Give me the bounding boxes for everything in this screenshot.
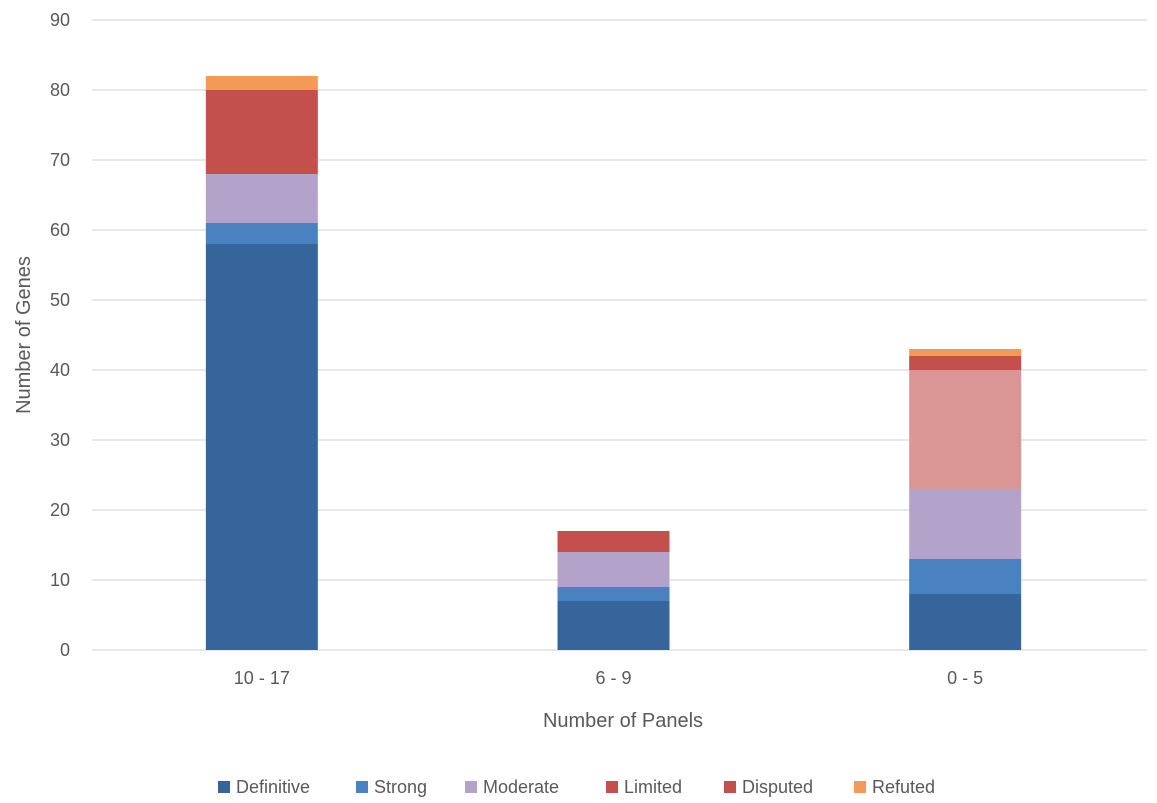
y-tick-label: 90 xyxy=(50,10,70,30)
legend-label: Moderate xyxy=(483,777,559,797)
bar-segment-limited xyxy=(205,90,318,174)
bar-segment-moderate xyxy=(557,552,670,587)
legend-label: Strong xyxy=(374,777,427,797)
bar-segment-strong xyxy=(205,223,318,244)
y-tick-label: 0 xyxy=(60,640,70,660)
bar-segment-limited xyxy=(557,531,670,552)
bar-segment-refuted xyxy=(205,76,318,90)
y-axis-label: Number of Genes xyxy=(13,256,35,414)
bar-segment-disputed xyxy=(909,370,1022,489)
y-tick-label: 30 xyxy=(50,430,70,450)
x-axis-label: Number of Panels xyxy=(543,710,703,732)
x-tick-label: 0 - 5 xyxy=(947,668,983,688)
y-axis-ticks: 0 10 20 30 40 50 60 70 80 90 xyxy=(50,10,70,660)
bar-segment-definitive xyxy=(557,601,670,650)
y-tick-label: 10 xyxy=(50,570,70,590)
legend: Definitive Strong Moderate Limited Disputed R… xyxy=(218,777,935,797)
y-tick-label: 50 xyxy=(50,290,70,310)
legend-swatch xyxy=(218,781,230,793)
bar-segment-moderate xyxy=(909,489,1022,559)
y-tick-label: 70 xyxy=(50,150,70,170)
x-axis-ticks: 10 - 17 6 - 9 0 - 5 xyxy=(234,668,983,688)
bar-segment-limited xyxy=(909,356,1022,370)
bar-segment-definitive xyxy=(205,244,318,650)
legend-label: Refuted xyxy=(872,777,935,797)
y-tick-label: 80 xyxy=(50,80,70,100)
bars xyxy=(205,76,1022,650)
bar-segment-moderate xyxy=(205,174,318,223)
bar-segment-strong xyxy=(909,559,1022,594)
y-tick-label: 40 xyxy=(50,360,70,380)
y-tick-label: 60 xyxy=(50,220,70,240)
bar-segment-definitive xyxy=(909,594,1022,650)
legend-swatch xyxy=(465,781,477,793)
bar-segment-strong xyxy=(557,587,670,601)
legend-swatch xyxy=(724,781,736,793)
legend-swatch xyxy=(356,781,368,793)
legend-label: Definitive xyxy=(236,777,310,797)
legend-label: Disputed xyxy=(742,777,813,797)
legend-swatch xyxy=(606,781,618,793)
x-tick-label: 6 - 9 xyxy=(595,668,631,688)
legend-label: Limited xyxy=(624,777,682,797)
bar-segment-refuted xyxy=(909,349,1022,356)
legend-swatch xyxy=(854,781,866,793)
y-tick-label: 20 xyxy=(50,500,70,520)
x-tick-label: 10 - 17 xyxy=(234,668,290,688)
